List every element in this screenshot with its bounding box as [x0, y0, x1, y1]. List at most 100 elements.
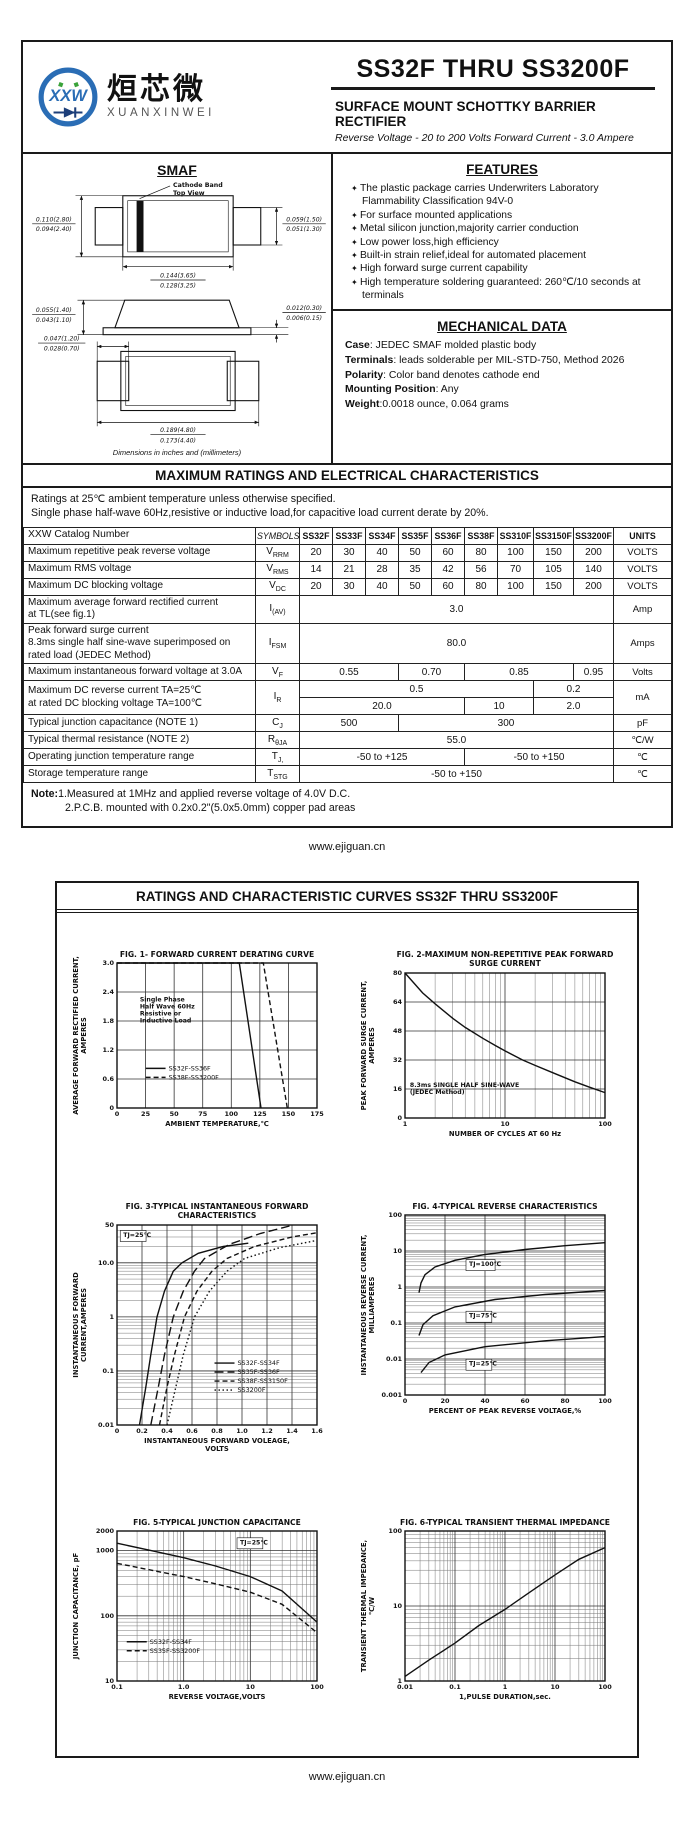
mechanical-data-lines: Case: JEDEC SMAF molded plastic body Term… — [345, 339, 659, 412]
svg-text:175: 175 — [310, 1110, 324, 1118]
table-cell: mA — [613, 680, 672, 716]
table-cell: -50 to +150 — [299, 765, 614, 784]
table-cell: 40 — [365, 577, 399, 596]
table-cell: 20 — [299, 543, 333, 562]
table-row: Typical thermal resistance (NOTE 2) RθJA 5… — [23, 731, 672, 750]
dim-d4-min: 0.043(1.10) — [36, 317, 72, 324]
symbol-cell: TSTG — [255, 765, 300, 784]
table-row: 20.0 10 2.0 — [24, 697, 672, 716]
svg-text:0.6: 0.6 — [186, 1427, 198, 1435]
svg-text:1: 1 — [397, 1677, 402, 1685]
dim-d6-max: 0.047(1.20) — [44, 336, 80, 343]
datasheet-page-2: RATINGS AND CHARACTERISTIC CURVES SS32F … — [55, 880, 639, 1758]
svg-text:150: 150 — [282, 1110, 296, 1118]
svg-text:INSTANTANEOUS FORWARDCURRENT,A: INSTANTANEOUS FORWARDCURRENT,AMPERES — [72, 1272, 88, 1378]
svg-text:TJ=25℃: TJ=25℃ — [469, 1360, 497, 1367]
svg-text:0: 0 — [397, 1114, 402, 1122]
mechanical-data-title: MECHANICAL DATA — [437, 319, 567, 335]
table-row: Typical junction capacitance (NOTE 1) CJ 5… — [23, 714, 672, 733]
table-cell: VOLTS — [613, 577, 672, 596]
column-header: SS310F — [497, 526, 534, 545]
device-type-subtitle: SURFACE MOUNT SCHOTTKY BARRIER RECTIFIER — [335, 98, 596, 129]
table-cell: 0.55 — [299, 663, 399, 682]
figure-5-junction-capacitance: FIG. 5-TYPICAL JUNCTION CAPACITANCE 0.1 1.… — [67, 1513, 339, 1716]
top-view-label: Top View — [173, 190, 205, 197]
table-cell: 500 — [299, 714, 399, 733]
svg-text:100: 100 — [388, 1211, 402, 1219]
svg-text:100: 100 — [310, 1683, 324, 1691]
svg-text:10: 10 — [550, 1683, 560, 1691]
feature-item: High temperature soldering guaranteed: 2… — [351, 276, 659, 303]
table-row: Maximum DC reverse current TA=25℃ at rat… — [23, 680, 672, 716]
svg-text:80: 80 — [393, 969, 403, 977]
table-cell: 14 — [299, 560, 333, 579]
svg-text:0.1: 0.1 — [449, 1683, 461, 1691]
svg-text:TJ=100℃: TJ=100℃ — [469, 1261, 502, 1268]
table-cell: 70 — [497, 560, 534, 579]
mech-line: Polarity: Color band denotes cathode end — [345, 369, 540, 381]
svg-text:0.1: 0.1 — [102, 1367, 114, 1375]
column-header: SS3150F — [533, 526, 574, 545]
table-row: Maximum RMS voltage VRMS 14 21 28 35 42 56 70 105… — [23, 560, 672, 579]
svg-text:64: 64 — [393, 998, 403, 1006]
dim-d4-max: 0.055(1.40) — [36, 307, 72, 314]
svg-text:SS32F-SS36F: SS32F-SS36F — [169, 1064, 211, 1072]
table-cell: ℃ — [613, 765, 672, 784]
svg-text:SS32F-SS34F: SS32F-SS34F — [150, 1637, 192, 1645]
svg-text:PEAK FORWARD SURGE CURRENT,A: PEAK FORWARD SURGE CURRENT,AMPERES — [360, 980, 376, 1110]
row-label: Typical junction capacitance (NOTE 1) — [23, 714, 256, 733]
svg-text:16: 16 — [393, 1085, 403, 1093]
column-header: SS38F — [464, 526, 498, 545]
chart-svg: FIG. 3-TYPICAL INSTANTANEOUS FORWARD CHAR… — [72, 1202, 323, 1453]
mechanical-data-section: MECHANICAL DATA Case: JEDEC SMAF molded … — [333, 311, 671, 419]
svg-text:0.1: 0.1 — [390, 1319, 402, 1327]
table-header-row: XXW Catalog Number SYMBOLS SS32F SS33F SS34F… — [23, 526, 672, 545]
column-header: SYMBOLS — [255, 526, 300, 545]
svg-text:INSTANTANEOUS REVERSE CURRENT,: INSTANTANEOUS REVERSE CURRENT,MILLIAMPER… — [360, 1234, 376, 1375]
column-header: SS36F — [431, 526, 465, 545]
cathode-band — [136, 200, 144, 252]
row-label: Peak forward surge current 8.3ms single … — [23, 622, 256, 665]
table-row: Operating junction temperature range TJ, -… — [23, 748, 672, 767]
symbol-cell: IFSM — [255, 622, 300, 665]
mech-line: Weight:0.0018 ounce, 0.064 grams — [345, 398, 509, 410]
svg-text:1000: 1000 — [96, 1546, 115, 1554]
svg-text:100: 100 — [224, 1110, 238, 1118]
row-label: Maximum RMS voltage — [23, 560, 256, 579]
table-cell: 20.0 — [299, 697, 465, 716]
svg-text:2000: 2000 — [96, 1527, 115, 1535]
svg-text:10: 10 — [246, 1683, 256, 1691]
part-number-title: SS32F THRU SS3200F — [356, 54, 630, 83]
svg-text:SS35F-SS36F: SS35F-SS36F — [238, 1368, 280, 1376]
dim-d5-min: 0.006(0.15) — [286, 315, 322, 322]
svg-text:1.0: 1.0 — [236, 1427, 248, 1435]
svg-text:0.2: 0.2 — [136, 1427, 148, 1435]
row-label: Storage temperature range — [23, 765, 256, 784]
package-name: SMAF — [157, 162, 197, 178]
svg-text:FIG. 3-TYPICAL INSTANTANEOUS F: FIG. 3-TYPICAL INSTANTANEOUS FORWARD CHAR… — [126, 1202, 309, 1220]
symbol-cell: VF — [255, 663, 300, 682]
svg-text:60: 60 — [520, 1397, 530, 1405]
package-outline-drawing: Cathode Band Top View 0.110(2.80) 0.094(… — [32, 182, 326, 445]
svg-text:0: 0 — [115, 1110, 120, 1118]
svg-text:10: 10 — [500, 1120, 510, 1128]
figure-2-peak-forward-surge-current: FIG. 2-MAXIMUM NON-REPETITIVE PEAK FORWA… — [355, 945, 627, 1153]
table-cell: -50 to +150 — [464, 748, 614, 767]
chart-svg: FIG. 5-TYPICAL JUNCTION CAPACITANCE 0.1 1.… — [72, 1518, 324, 1701]
table-cell: 100 — [497, 577, 534, 596]
svg-text:50: 50 — [170, 1110, 180, 1118]
logo-icon: XXW — [38, 67, 98, 127]
table-cell: Amp — [613, 594, 672, 624]
svg-text:SS32F-SS34F: SS32F-SS34F — [238, 1359, 280, 1367]
package-top-view: Cathode Band Top View 0.110(2.80) 0.094(… — [32, 182, 326, 289]
table-cell: ℃/W — [613, 731, 672, 750]
notes-section: Note:1.Measured at 1MHz and applied reve… — [23, 783, 671, 826]
features-list: The plastic package carries Underwriters… — [345, 182, 659, 302]
ratings-table-body: XXW Catalog Number SYMBOLS SS32F SS33F SS34F… — [23, 526, 672, 784]
figure-4-reverse-characteristics: FIG. 4-TYPICAL REVERSE CHARACTERISTICS 0 2… — [355, 1197, 627, 1469]
website-url: www.ejiguan.cn — [308, 840, 386, 853]
svg-text:0.8: 0.8 — [211, 1427, 223, 1435]
mech-line: Mounting Position: Any — [345, 384, 459, 396]
chart-svg: FIG. 2-MAXIMUM NON-REPETITIVE PEAK FORWA… — [360, 950, 613, 1138]
symbol-cell: IR — [255, 680, 300, 716]
